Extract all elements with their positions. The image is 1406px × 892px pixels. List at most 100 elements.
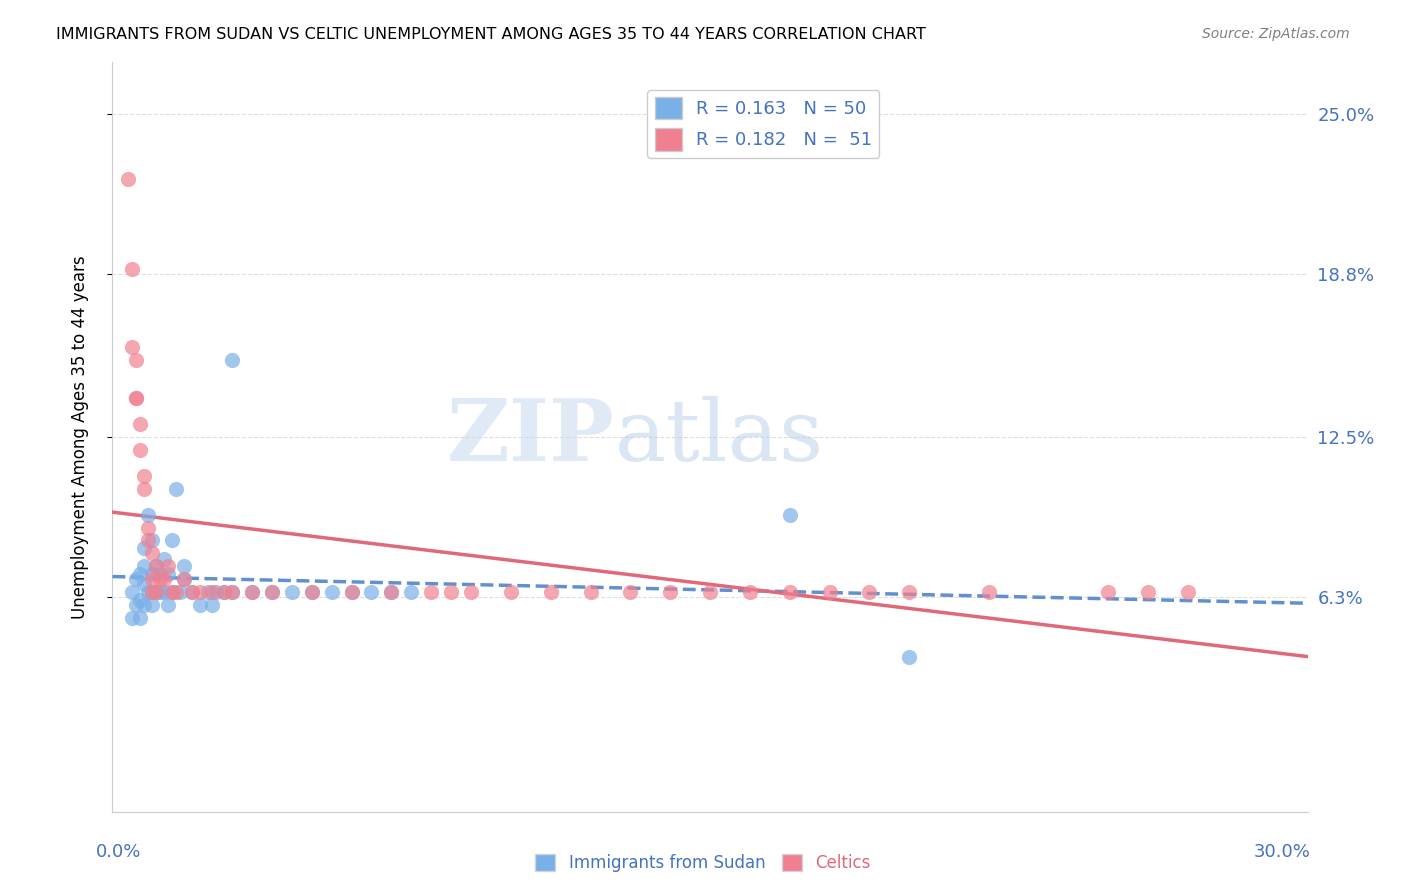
Point (188, 598, 211, 612)
Point (121, 611, 143, 625)
Point (129, 611, 152, 625)
Point (380, 585, 402, 599)
Point (173, 572, 195, 586)
Point (221, 585, 243, 599)
Point (197, 585, 219, 599)
Text: IMMIGRANTS FROM SUDAN VS CELTIC UNEMPLOYMENT AMONG AGES 35 TO 44 YEARS CORRELATI: IMMIGRANTS FROM SUDAN VS CELTIC UNEMPLOY… (56, 27, 927, 42)
Point (240, 585, 263, 599)
Point (157, 598, 180, 612)
Point (157, 559, 180, 574)
Point (134, 577, 156, 591)
Point (260, 585, 283, 599)
Point (579, 585, 602, 599)
Point (205, 585, 228, 599)
Point (818, 585, 841, 599)
Point (141, 567, 163, 582)
Point (141, 585, 163, 599)
Point (138, 508, 160, 522)
Point (134, 468, 156, 483)
Y-axis label: Unemployment Among Ages 35 to 44 years: Unemployment Among Ages 35 to 44 years (70, 255, 89, 619)
Point (141, 572, 163, 586)
Point (141, 598, 163, 612)
Text: Source: ZipAtlas.com: Source: ZipAtlas.com (1202, 27, 1350, 41)
Point (138, 585, 160, 599)
Point (145, 559, 167, 574)
Legend: R = 0.163   N = 50, R = 0.182   N =  51: R = 0.163 N = 50, R = 0.182 N = 51 (647, 90, 879, 158)
Point (134, 541, 156, 556)
Point (129, 592, 152, 607)
Point (129, 567, 152, 582)
Point (153, 572, 176, 586)
Point (898, 649, 921, 664)
Point (117, 171, 139, 186)
Point (141, 533, 163, 548)
Point (121, 585, 143, 599)
Point (420, 585, 443, 599)
Point (212, 585, 235, 599)
Point (188, 585, 211, 599)
Point (129, 442, 152, 457)
Point (301, 585, 323, 599)
Point (125, 392, 148, 406)
Point (221, 352, 243, 367)
Point (499, 585, 522, 599)
Point (858, 585, 880, 599)
Point (540, 585, 562, 599)
Point (162, 533, 183, 548)
Point (281, 585, 304, 599)
Point (173, 559, 195, 574)
Point (121, 340, 143, 354)
Point (779, 585, 801, 599)
Point (659, 585, 682, 599)
Point (340, 585, 363, 599)
Point (165, 585, 187, 599)
Point (125, 352, 148, 367)
Point (125, 392, 148, 406)
Point (125, 598, 148, 612)
Point (165, 482, 187, 496)
Point (134, 482, 156, 496)
Point (260, 585, 283, 599)
Point (340, 585, 363, 599)
Point (141, 585, 163, 599)
Point (181, 585, 204, 599)
Point (145, 585, 167, 599)
Point (699, 585, 721, 599)
Point (1137, 585, 1160, 599)
Point (212, 585, 235, 599)
Point (149, 585, 172, 599)
Point (181, 585, 204, 599)
Point (977, 585, 1000, 599)
Point (738, 585, 761, 599)
Point (440, 585, 463, 599)
Point (169, 585, 191, 599)
Point (1177, 585, 1199, 599)
Point (138, 533, 160, 548)
Point (125, 572, 148, 586)
Point (301, 585, 323, 599)
Text: ZIP: ZIP (447, 395, 614, 479)
Point (153, 585, 176, 599)
Point (138, 520, 160, 534)
Point (149, 567, 172, 582)
Point (321, 585, 343, 599)
Text: atlas: atlas (614, 395, 824, 479)
Point (121, 262, 143, 277)
Point (221, 585, 243, 599)
Point (141, 546, 163, 560)
Legend: Immigrants from Sudan, Celtics: Immigrants from Sudan, Celtics (529, 847, 877, 879)
Point (145, 559, 167, 574)
Point (619, 585, 641, 599)
Text: 30.0%: 30.0% (1254, 843, 1310, 861)
Point (134, 598, 156, 612)
Point (157, 567, 180, 582)
Point (460, 585, 482, 599)
Point (129, 417, 152, 432)
Point (153, 551, 176, 566)
Point (201, 585, 224, 599)
Point (162, 585, 183, 599)
Text: 0.0%: 0.0% (96, 843, 141, 861)
Point (134, 559, 156, 574)
Point (380, 585, 402, 599)
Point (162, 585, 183, 599)
